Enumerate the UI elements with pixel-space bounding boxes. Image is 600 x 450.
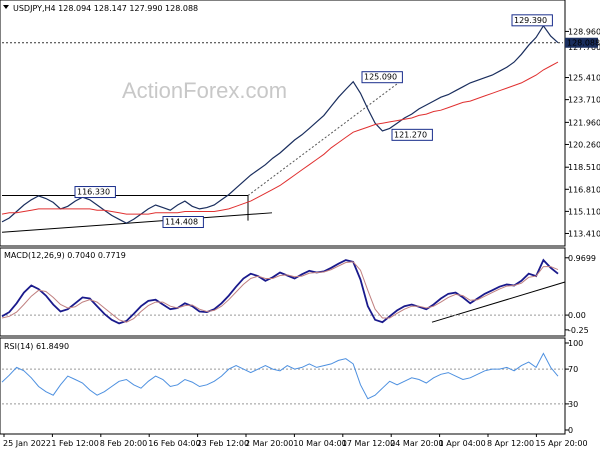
x-tick-label: 1 Apr 04:00: [439, 439, 486, 448]
series-lines: [1, 24, 559, 400]
macd-line: [1, 258, 559, 325]
macd-signal-line: [1, 261, 559, 323]
y-tick-label: 120.260: [568, 140, 600, 149]
y-tick-label: 113.410: [568, 229, 600, 238]
x-tick-label: 8 Apr 12:00: [487, 439, 534, 448]
x-tick-label: 23 Feb 12:00: [197, 439, 249, 448]
x-tick-label: 16 Feb 04:00: [148, 439, 200, 448]
y-tick-label: 0.00: [568, 311, 586, 320]
x-tick-label: 15 Apr 20:00: [535, 439, 587, 448]
y-tick-label: 115.110: [568, 207, 600, 216]
x-tick-label: 2 Mar 20:00: [245, 439, 293, 448]
price-annotations: 116.330 114.408 125.090 121.270 129.390 128.0…: [74, 14, 600, 229]
annotation-box: [511, 14, 553, 27]
axis-ticks: 128.960127.760125.410123.710121.960120.2…: [3, 27, 600, 448]
y-tick-label: 70: [568, 365, 578, 374]
rsi-line: [1, 352, 559, 400]
x-tick-label: 17 Mar 12:00: [342, 439, 395, 448]
x-tick-label: 24 Mar 20:00: [390, 439, 443, 448]
price-title: USDJPY,H4 128.094 128.147 127.990 128.08…: [13, 4, 198, 13]
macd-panel: [0, 247, 566, 337]
annotation-box: [361, 71, 403, 84]
x-tick-label: 1 Feb 12:00: [51, 439, 98, 448]
rsi-panel: [0, 337, 566, 435]
support-trend-line: [1, 212, 273, 233]
current-price-tag: [565, 37, 598, 48]
macd-title: MACD(12,26,9) 0.7040 0.7719: [4, 251, 126, 260]
y-tick-label: 100: [568, 339, 583, 348]
dropdown-icon[interactable]: [3, 5, 9, 9]
annotation-label: 114.408: [165, 218, 198, 227]
current-price-label: 128.088: [567, 39, 600, 48]
y-tick-label: 30: [568, 400, 578, 409]
annotation-box: [391, 128, 433, 141]
y-tick-label: -0.25: [568, 326, 589, 335]
annotation-label: 116.330: [77, 188, 110, 197]
watermark: ActionForex.com: [122, 78, 287, 103]
annotation-label: 125.090: [364, 73, 397, 82]
annotation-box: [162, 216, 204, 229]
y-tick-label: 128.960: [568, 27, 600, 36]
price-panel: [0, 0, 566, 247]
y-tick-label: 0: [568, 426, 573, 435]
y-tick-label: 0.9699: [568, 254, 596, 263]
y-tick-label: 118.510: [568, 163, 600, 172]
price-line: [1, 24, 559, 224]
annotation-box: [74, 186, 116, 199]
x-tick-label: 25 Jan 2022: [3, 439, 51, 448]
y-tick-label: 116.810: [568, 185, 600, 194]
x-tick-label: 10 Mar 04:00: [293, 439, 346, 448]
annotation-label: 129.390: [514, 16, 547, 25]
y-tick-label: 121.960: [568, 118, 600, 127]
y-tick-label: 123.710: [568, 96, 600, 105]
y-tick-label: 125.410: [568, 74, 600, 83]
x-tick-label: 8 Feb 20:00: [100, 439, 147, 448]
annotation-label: 121.270: [394, 130, 427, 139]
rsi-title: RSI(14) 61.8490: [4, 342, 69, 351]
moving-average-line: [1, 61, 559, 215]
